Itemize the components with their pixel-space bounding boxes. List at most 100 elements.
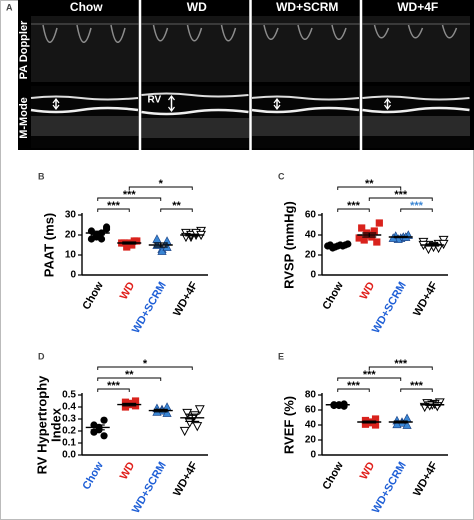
y-tick-label: 40 — [305, 420, 317, 431]
data-point — [370, 227, 378, 235]
y-tick-label: 0.3 — [62, 414, 76, 425]
doppler-trace — [263, 24, 279, 40]
doppler-image — [141, 16, 249, 82]
doppler-trace — [297, 24, 313, 40]
y-axis-title: RV Hypertrophy — [34, 375, 49, 474]
data-point — [131, 397, 140, 405]
doppler-trace — [186, 24, 203, 42]
column-title: Chow — [70, 0, 103, 14]
significance-label: *** — [410, 380, 424, 392]
data-point — [360, 236, 368, 244]
significance-label: *** — [123, 189, 137, 201]
rv-label: RV — [148, 95, 162, 106]
rv-arrow-head — [168, 95, 175, 112]
significance-bracket — [97, 197, 162, 201]
doppler-image — [252, 16, 360, 82]
column-title: WD+SCRM — [276, 0, 338, 14]
doppler-trace — [373, 24, 390, 39]
significance-bracket — [337, 208, 370, 212]
mmode-wall — [141, 92, 249, 98]
panel-label: B — [38, 171, 45, 181]
y-axis-title: Index — [48, 407, 63, 442]
data-point — [179, 426, 190, 437]
column-title: WD — [187, 0, 207, 14]
data-point — [373, 238, 381, 246]
significance-label: * — [159, 178, 164, 190]
significance-label: ** — [125, 369, 134, 381]
data-point — [340, 402, 348, 410]
significance-bracket — [400, 388, 433, 392]
y-tick-label: 0.1 — [62, 438, 76, 449]
column-title: WD+4F — [397, 0, 438, 14]
significance-bracket — [368, 197, 433, 201]
data-point — [130, 237, 138, 245]
significance-bracket — [337, 377, 402, 381]
y-tick-label: 0.2 — [62, 426, 76, 437]
y-tick-label: 60 — [305, 405, 317, 416]
y-axis-title: RVSP (mmHg) — [281, 201, 296, 289]
panel-label: C — [278, 171, 285, 181]
data-point — [375, 219, 383, 227]
significance-label: *** — [347, 380, 361, 392]
y-tick-label: 0 — [310, 270, 316, 281]
data-point — [358, 224, 366, 232]
doppler-trace — [407, 24, 424, 39]
y-axis-title: PAAT (ms) — [41, 213, 56, 278]
panel-label: A — [6, 2, 13, 12]
y-tick-label: 0 — [70, 270, 76, 281]
panel-label: D — [38, 351, 45, 361]
data-point — [90, 428, 98, 436]
y-tick-label: 20 — [65, 230, 77, 241]
data-point — [371, 421, 380, 429]
significance-label: * — [143, 358, 148, 370]
mmode-wall — [141, 108, 249, 116]
significance-bracket — [368, 366, 433, 370]
doppler-trace — [76, 24, 92, 43]
data-point — [194, 405, 205, 415]
significance-label: *** — [107, 380, 121, 392]
mmode-wall — [30, 95, 139, 101]
significance-label: ** — [172, 200, 181, 212]
data-point — [100, 432, 108, 440]
data-point — [361, 420, 370, 428]
significance-label: *** — [410, 200, 424, 212]
data-point — [402, 420, 412, 429]
mmode-tissue — [31, 116, 139, 136]
rv-arrow-head — [52, 98, 60, 110]
doppler-image — [362, 16, 470, 82]
doppler-trace — [220, 24, 237, 42]
mmode-wall — [362, 106, 470, 114]
y-tick-label: 20 — [305, 435, 317, 446]
mmode-tissue — [362, 116, 470, 136]
data-point — [121, 398, 130, 406]
doppler-trace — [152, 24, 169, 42]
y-tick-label: 20 — [305, 250, 317, 261]
y-tick-label: 80 — [305, 390, 317, 401]
doppler-image — [31, 16, 139, 82]
significance-label: ** — [365, 178, 374, 190]
data-point — [100, 416, 108, 424]
data-point — [87, 235, 96, 243]
doppler-trace — [110, 24, 126, 43]
data-point — [438, 239, 449, 250]
y-tick-label: 60 — [305, 210, 317, 221]
significance-label: *** — [363, 369, 377, 381]
significance-bracket — [337, 186, 402, 190]
doppler-trace — [331, 24, 347, 40]
doppler-trace — [441, 24, 458, 39]
significance-label: *** — [394, 358, 408, 370]
y-tick-label: 0.0 — [62, 450, 76, 461]
significance-bracket — [97, 208, 130, 212]
y-tick-label: 0 — [310, 450, 316, 461]
mmode-wall — [251, 95, 360, 101]
data-point — [371, 415, 380, 423]
y-axis-title: RVEF (%) — [281, 396, 296, 454]
y-tick-label: 40 — [305, 230, 317, 241]
significance-bracket — [400, 208, 433, 212]
row-label: M-Mode — [18, 97, 30, 139]
mmode-tissue — [252, 116, 360, 136]
rv-arrow-head — [384, 98, 391, 110]
significance-bracket — [337, 388, 370, 392]
